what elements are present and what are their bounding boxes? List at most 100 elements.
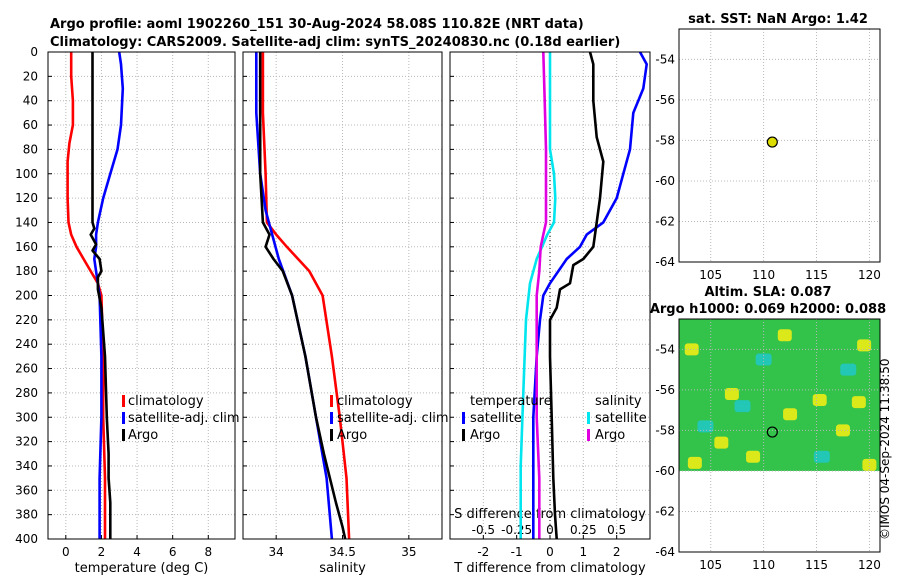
y-tick-label: 80	[23, 142, 38, 156]
y-tick-label: 380	[15, 508, 38, 522]
salinity-legend: climatology satellite-adj. clim Argo	[330, 394, 449, 443]
series-line-t-argo	[548, 51, 605, 540]
sla-low-anomaly	[697, 420, 714, 433]
x-tick-label: 0	[546, 545, 554, 559]
y-tick-label: -54	[655, 342, 675, 356]
legend-label: Argo	[595, 428, 625, 443]
series-line-s-satellite	[519, 52, 557, 539]
y-tick-label: 320	[15, 435, 38, 449]
series-line-climatology	[66, 52, 107, 539]
x-tick-label: 35	[401, 545, 416, 559]
x-tick-label: 6	[169, 545, 177, 559]
x-axis-label: temperature (deg C)	[75, 561, 209, 576]
legend-label: satellite-adj. clim	[337, 411, 449, 426]
series-line-argo	[89, 52, 112, 539]
difference-legend-temperature: temperature satellite Argo	[462, 394, 552, 443]
y-tick-label: 200	[15, 289, 38, 303]
sst-map-title: sat. SST: NaN Argo: 1.42	[688, 12, 868, 27]
x-tick-label: 8	[204, 545, 212, 559]
series-line-climatology	[261, 52, 351, 540]
legend-swatch-argo	[330, 429, 333, 441]
salinity-profile-panel: 34 34.5 35 salinity	[242, 51, 443, 576]
legend-title: salinity	[595, 394, 642, 409]
y-tick-label: 240	[15, 337, 38, 351]
y-tick-label: 40	[23, 94, 38, 108]
y-tick-label: 300	[15, 410, 38, 424]
x-tick-label: 4	[133, 545, 141, 559]
legend-label: Argo	[128, 428, 158, 443]
sla-field-background	[679, 319, 880, 471]
top-tick-label: 0.5	[607, 523, 626, 537]
sla-low-anomaly	[755, 353, 772, 366]
legend-label: climatology	[128, 394, 204, 409]
imos-watermark: ©IMOS 04-Sep-2024 11:38:50	[878, 358, 892, 540]
sla-high-anomaly	[783, 408, 798, 421]
top-tick-label: 0.25	[570, 523, 597, 537]
x-tick-label: 2	[98, 545, 106, 559]
series-line-satellite-adj-clim	[93, 51, 125, 539]
y-tick-label: 20	[23, 69, 38, 83]
sla-high-anomaly	[714, 436, 729, 449]
axes-frame	[678, 318, 881, 553]
legend-swatch-climatology	[330, 395, 333, 407]
y-tick-label: 220	[15, 313, 38, 327]
sla-low-anomaly	[813, 450, 830, 463]
series-line-t-satellite	[531, 51, 649, 539]
x-axis-label: T difference from climatology	[453, 561, 646, 576]
x-tick-label: 1	[580, 545, 588, 559]
x-tick-label: 105	[699, 268, 722, 282]
sla-high-anomaly	[746, 450, 761, 463]
x-tick-label: -1	[511, 545, 523, 559]
x-tick-label: 120	[858, 558, 881, 572]
axes-frame	[242, 51, 443, 540]
argo-position-marker	[766, 426, 778, 438]
sla-high-anomaly	[835, 424, 850, 437]
y-tick-label: 160	[15, 240, 38, 254]
argo-position-marker	[766, 136, 778, 148]
legend-label: satellite	[595, 411, 647, 426]
y-tick-label: 360	[15, 483, 38, 497]
sla-low-anomaly	[734, 400, 751, 413]
y-tick-label: -62	[655, 504, 675, 518]
y-tick-label: 120	[15, 191, 38, 205]
y-tick-label: -56	[655, 93, 675, 107]
difference-legend-salinity: salinity satellite Argo	[587, 394, 647, 443]
legend-label: Argo	[337, 428, 367, 443]
sla-high-anomaly	[857, 339, 872, 352]
sla-map-panel: 105 110 115 120 -54 -56 -58 -60 -62 -64	[655, 318, 881, 572]
x-tick-label: 0	[62, 545, 70, 559]
y-tick-label: 140	[15, 215, 38, 229]
figure-title-line1: Argo profile: aoml 1902260_151 30-Aug-20…	[50, 17, 584, 32]
x-tick-label: 115	[805, 268, 828, 282]
y-tick-label: 260	[15, 362, 38, 376]
y-tick-label: -60	[655, 174, 675, 188]
top-tick-label: -0.5	[472, 523, 495, 537]
difference-profile-panel: -2 -1 0 1 2 T difference from climatology S di…	[449, 51, 651, 576]
sla-high-anomaly	[724, 387, 739, 400]
x-tick-label: 115	[805, 558, 828, 572]
legend-swatch-satellite	[330, 412, 333, 424]
x-axis-label: salinity	[319, 561, 366, 576]
legend-swatch-t-satellite	[462, 412, 465, 424]
y-tick-label: 0	[30, 45, 38, 59]
sla-map-title: Altim. SLA: 0.087	[705, 285, 832, 300]
y-tick-label: 340	[15, 459, 38, 473]
temperature-legend: climatology satellite-adj. clim Argo	[122, 394, 240, 443]
legend-label: climatology	[337, 394, 413, 409]
y-tick-label: -62	[655, 214, 675, 228]
y-tick-label: 100	[15, 167, 38, 181]
series-line-s-argo	[535, 51, 548, 539]
x-tick-label: 120	[858, 268, 881, 282]
y-tick-label: 280	[15, 386, 38, 400]
sla-high-anomaly	[851, 396, 866, 409]
x-tick-label: 110	[752, 558, 775, 572]
y-tick-label: 180	[15, 264, 38, 278]
series-line-argo	[258, 52, 347, 540]
legend-label: satellite-adj. clim	[128, 411, 240, 426]
y-tick-label: 60	[23, 118, 38, 132]
sst-map-panel: 105 110 115 120 -54 -56 -58 -60 -62 -64	[655, 28, 881, 282]
x-tick-label: -2	[477, 545, 489, 559]
sla-high-anomaly	[862, 458, 877, 471]
legend-swatch-t-argo	[462, 429, 465, 441]
